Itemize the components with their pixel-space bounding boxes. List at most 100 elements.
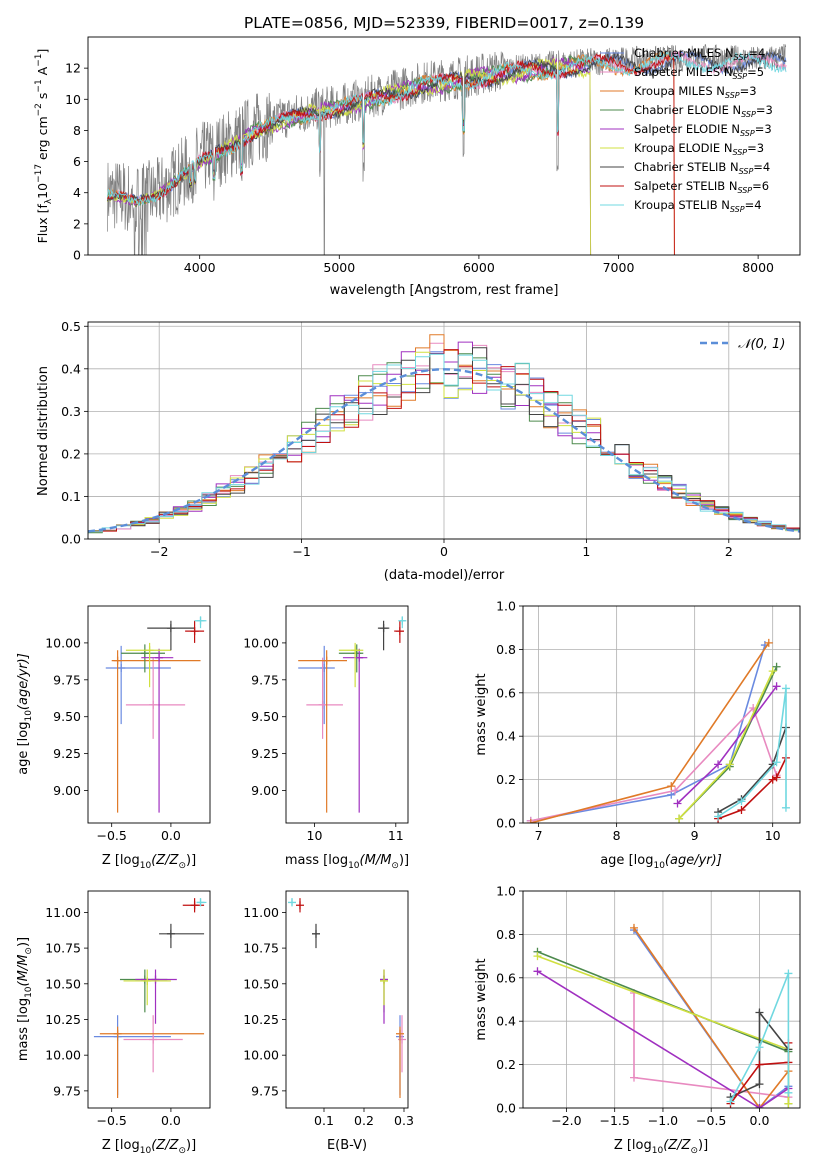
legend-sub: SSP [737,186,752,195]
weight-point [629,1073,638,1082]
data-point [151,975,160,984]
spectrum-ytick-label: 4 [73,185,81,200]
mass_vs_ebv-ytick-label: 9.75 [251,1083,279,1098]
weight_vs_Z-xtick-label: −2.0 [551,1113,581,1128]
y-axis-label: Normed distribution [36,366,51,496]
x-axis-label-part: (age/yr)] [665,853,722,868]
legend-sub: SSP [730,205,745,214]
weight_vs_age-ytick-label: 0.4 [496,729,516,744]
legend-sub: SSP [739,167,754,176]
spectrum-axes: 4000 5000 6000 7000 8000 0 2 4 6 8 10 12 [65,36,801,275]
mass_vs_ebv-ytick-label: 10.75 [243,941,279,956]
weight_vs_Z-frame [522,890,801,1109]
y-axis-label-part: ] [35,49,50,54]
residuals-xtick-label: −1 [292,544,310,559]
weight-series [729,973,790,1102]
x-axis-label-part: Z [log [614,1138,652,1153]
spectrum-xtick-label: 7000 [603,260,635,275]
legend-model: Kroupa STELIB [634,198,718,212]
legend-count: =3 [740,84,757,98]
legend-sub: SSP [732,72,747,81]
weight_vs_Z-plot [533,923,793,1108]
mass_vs_Z-xtick-label: 0.0 [161,1113,181,1128]
y-axis-label-part: 10 [24,710,34,722]
weight_vs_Z-axes: −2.0 −1.5 −1.0 −0.5 0.0 0.0 0.2 0.4 0.6 0.8 1.0 [496,884,801,1128]
weight-series [530,644,766,822]
spectrum-xtick-label: 8000 [742,260,774,275]
data-point [296,901,304,910]
x-axis-label-part: (Z/Z [663,1138,691,1153]
x-axis-label-part: ⊙ [391,861,399,871]
age_vs_Z-ytick-label: 9.75 [53,672,81,687]
age_vs_Z-ytick-label: 9.50 [53,709,81,724]
legend-entry: Salpeter STELIB NSSP=6 [634,179,769,195]
x-axis-label-part: (Z/Z [151,1138,179,1153]
weight_vs_age-ytick-label: 0.2 [496,772,516,787]
weight-point [784,1088,793,1097]
data-point [351,646,360,655]
legend-model: Salpeter ELODIE [634,122,728,136]
x-axis-label-part: )] [186,1138,196,1153]
age_vs_Z-ytick-label: 9.00 [53,783,81,798]
weight_vs_Z-ytick-label: 0.8 [496,927,516,942]
age_vs_mass-ytick-label: 9.50 [251,709,279,724]
mass_vs_Z-axes: −0.5 0.0 9.75 10.00 10.25 10.50 10.75 11.00 [45,890,211,1128]
data-point [322,656,331,665]
y-axis-label-group: age [log10(age/yr)] [16,653,34,775]
mass_vs_ebv-xtick-label: 0.1 [314,1113,334,1128]
mass_vs_ebv-axes: 0.1 0.2 0.3 9.75 10.00 10.25 10.50 10.75 11.00 [243,890,414,1128]
spectrum-ytick-label: 6 [73,154,81,169]
x-axis-label-part: (M/M [360,853,392,868]
weight-point [533,967,542,976]
y-axis-label: mass [log10(M/M⊙)] [16,937,34,1061]
x-axis-label: mass [log10(M/M⊙)] [285,853,409,871]
weight-point [737,805,746,814]
y-axis-label-part: −17 [34,164,44,183]
mass_vs_ebv-ytick-label: 11.00 [243,905,279,920]
age_vs_mass-ytick-label: 10.00 [243,635,279,650]
weight_vs_age-xtick-label: 7 [535,828,543,843]
x-axis-label-part: ⊙ [178,1146,186,1156]
x-axis-label-part: 10 [348,861,360,871]
legend-count: =4 [745,198,762,212]
age_vs_mass-plot [298,616,407,813]
data-point [312,929,320,938]
data-point [145,646,154,655]
weight-series [633,927,790,1108]
legend-model: Salpeter STELIB [634,179,725,193]
legend-count: =5 [747,65,764,79]
weight-series [633,929,789,1108]
legend-n: N [716,84,725,98]
age_vs_Z-xtick-label: 0.0 [161,828,181,843]
residuals-ytick-label: 0.2 [61,446,81,461]
legend-n: N [733,103,742,117]
mass_vs_ebv-frame [285,890,409,1109]
weight-point [781,684,790,693]
weight-point [772,682,781,691]
weight_vs_age-plot [526,638,790,823]
mass_vs_Z-ytick-label: 10.50 [45,976,81,991]
x-axis-label-part: ⊙ [690,1146,698,1156]
x-axis-label-part: Z [log [102,1138,140,1153]
x-axis-label: Z [log10(Z/Z⊙)] [102,1138,196,1156]
legend-entry: 𝒩(0, 1) [738,337,785,352]
data-point [398,616,407,625]
x-axis-label: wavelength [Angstrom, rest frame] [330,283,559,298]
data-point [190,627,199,636]
weight_vs_Z-ytick-label: 0.2 [496,1057,516,1072]
weight-point [764,638,773,647]
weight_vs_Z-ytick-label: 0.0 [496,1101,516,1116]
mass_vs_ebv-xtick-label: 0.2 [354,1113,374,1128]
mass_vs_ebv-xtick-label: 0.3 [394,1113,414,1128]
age_vs_Z-axes: −0.5 0.0 9.00 9.25 9.50 9.75 10.00 [45,605,211,843]
y-axis-label: age [log10(age/yr)] [16,653,34,775]
data-point [318,700,327,709]
weight-point [772,662,781,671]
residuals-ytick-label: 0.3 [61,404,81,419]
residuals-xtick-label: −2 [150,544,168,559]
residuals-xtick-label: 0 [440,544,448,559]
y-axis-label-part: )] [16,937,31,947]
mass_vs_ebv-ytick-label: 10.00 [243,1048,279,1063]
y-axis-label-group: mass [log10(M/M⊙)] [16,937,34,1061]
